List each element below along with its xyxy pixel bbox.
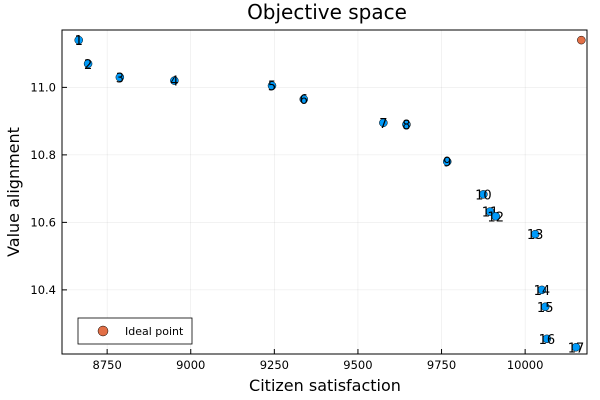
- y-tick-label: 10.6: [30, 215, 56, 229]
- data-point: [571, 343, 581, 352]
- data-point: [530, 229, 540, 239]
- y-axis-ticks: 10.4 10.6 10.8 11.0: [30, 80, 67, 297]
- data-point: [379, 118, 388, 128]
- data-point-label: 10: [475, 188, 492, 203]
- y-axis-label: Value alignment: [4, 127, 23, 257]
- ideal-point-marker: [577, 35, 586, 45]
- data-point: [540, 302, 550, 311]
- data-point-label: 14: [534, 284, 551, 299]
- y-tick-label: 10.4: [30, 283, 56, 297]
- y-tick-label: 11.0: [30, 80, 56, 94]
- data-point: [115, 73, 125, 82]
- data-point-label: 6: [300, 93, 308, 108]
- x-tick-label: 9250: [260, 358, 289, 372]
- legend-label-ideal-point: Ideal point: [125, 325, 184, 338]
- data-point: [267, 81, 277, 90]
- data-point: [83, 59, 93, 68]
- data-point-label: 9: [443, 156, 451, 171]
- data-point: [542, 334, 552, 344]
- legend-box: [77, 317, 193, 345]
- x-tick-label: 9750: [427, 358, 456, 372]
- data-point-label: 17: [568, 341, 585, 356]
- data-point: [402, 120, 411, 129]
- x-tick-label: 10000: [507, 358, 544, 372]
- data-point-label: 7: [379, 117, 387, 132]
- data-point: [485, 207, 495, 216]
- x-tick-label: 9000: [176, 358, 205, 372]
- data-point-label: 3: [116, 71, 124, 86]
- legend-marker-ideal-point: [97, 325, 109, 337]
- plot-frame: [61, 29, 588, 355]
- y-tick-label: 10.8: [30, 148, 56, 162]
- data-point-label: 15: [537, 301, 554, 316]
- data-point-label: 4: [170, 75, 178, 90]
- data-point: [442, 157, 452, 166]
- data-point-label: 12: [487, 210, 504, 225]
- data-point: [299, 94, 309, 104]
- data-point-label: 8: [402, 119, 410, 134]
- x-axis-ticks: 8750 9000 9250 9500 9750 10000: [93, 349, 544, 372]
- x-tick-label: 8750: [93, 358, 122, 372]
- grid-lines: [62, 30, 587, 354]
- legend: Ideal point: [77, 317, 193, 345]
- data-point-label: 13: [527, 228, 544, 243]
- x-axis-label: Citizen satisfaction: [249, 376, 401, 395]
- data-point-label: 1: [75, 34, 83, 49]
- x-tick-label: 9500: [343, 358, 372, 372]
- data-point: [479, 190, 488, 199]
- data-point-label: 16: [539, 333, 556, 348]
- chart-title: Objective space: [247, 0, 407, 24]
- data-point: [74, 35, 83, 45]
- data-point-label: 5: [268, 80, 276, 95]
- data-point: [491, 212, 500, 221]
- data-point: [537, 285, 547, 295]
- data-point: [170, 76, 179, 85]
- data-point-label: 2: [84, 58, 92, 73]
